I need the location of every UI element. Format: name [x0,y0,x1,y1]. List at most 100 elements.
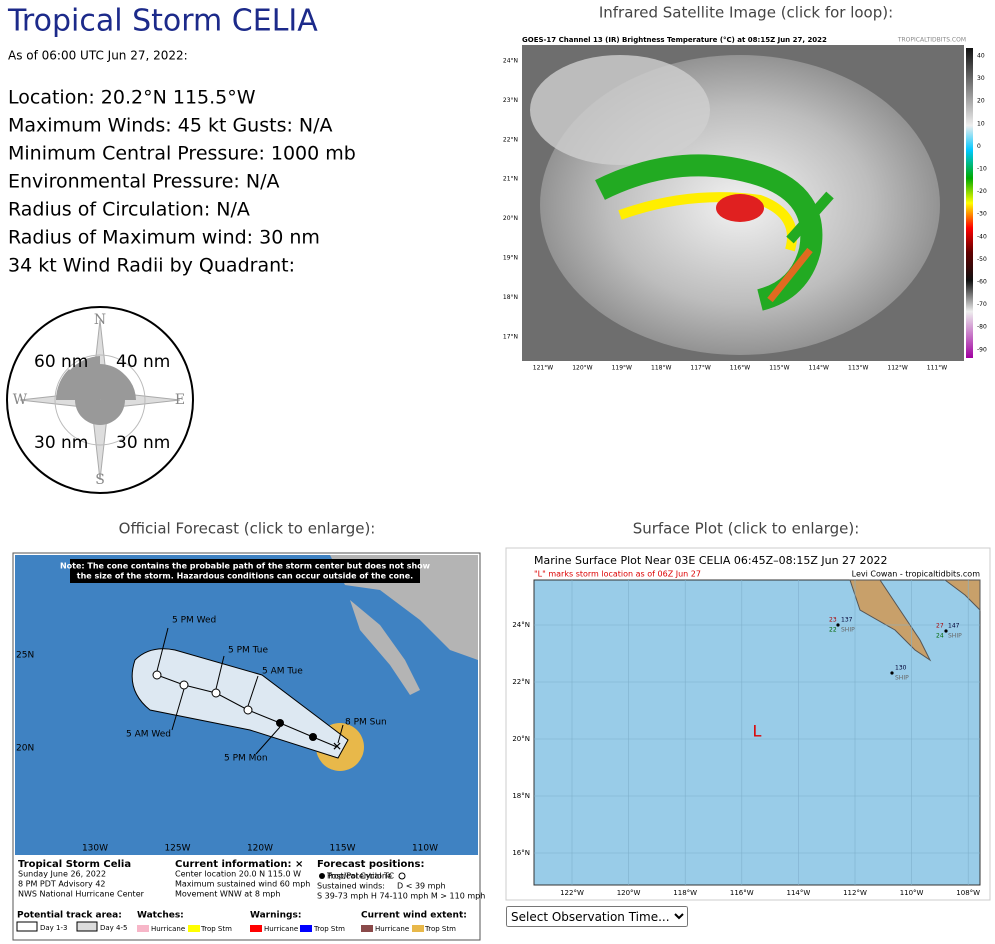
note-box [70,559,420,583]
lat-label: 17°N [503,333,518,340]
lat-label: 24°N [503,58,518,65]
compass-letter: W [13,392,28,408]
scale-label: 30 [977,75,985,82]
lat-label: 20N [16,744,34,754]
swatch [361,925,373,932]
land [350,600,420,695]
lon-label: 112°W [843,889,867,897]
legend-heading: Potential track area: [17,911,122,921]
ship-station [890,671,894,675]
swatch [250,925,262,932]
current-info: Movement WNW at 8 mph [175,890,280,899]
lat-label: 20°N [512,735,530,743]
legend-symbol [319,873,325,879]
lon-label: 130W [82,844,108,854]
lat-label: 20°N [503,215,518,222]
lat-label: 22°N [503,136,518,143]
lon-label: 108°W [956,889,980,897]
label-leader [156,627,169,672]
lon-label: 117°W [690,365,710,372]
ship-observation: 24 [936,633,944,640]
lon-label: 122°W [560,889,584,897]
image-title: GOES-17 Channel 13 (IR) Brightness Tempe… [522,36,827,44]
info-line: Radius of Circulation: N/A [8,199,250,221]
info-line: Environmental Pressure: N/A [8,171,279,193]
section-heading: Surface Plot (click to enlarge): [633,520,860,538]
position-info: S 39-73 mph H 74-110 mph M > 110 mph [317,892,485,901]
radius-sw: 30 nm [34,433,88,453]
label-leader [337,724,344,744]
label-leader [171,688,185,731]
lat-label: 19°N [503,255,518,262]
track-label: 5 AM Wed [126,730,171,740]
ship-station [836,623,840,627]
lat-label: 25N [16,651,34,661]
storm-info: NWS National Hurricane Center [18,890,145,899]
position-info: Forecast positions: [317,859,424,870]
lon-label: 110°W [900,889,924,897]
plot-subtitle: "L" marks storm location as of 06Z Jun 2… [534,570,701,579]
plot-title: Marine Surface Plot Near 03E CELIA 06:45… [534,554,888,567]
storm-info: Tropical Storm Celia [18,859,131,870]
as-of: As of 06:00 UTC Jun 27, 2022: [8,49,188,63]
legend-label: Hurricane [151,925,185,933]
lat-label: 18°N [512,792,530,800]
lat-label: 23°N [503,97,518,104]
track-point [179,680,189,690]
forecast-image[interactable] [12,552,481,941]
label-leader [247,675,259,707]
current-info: Current information: × [175,859,303,870]
observation-time-select[interactable]: Select Observation Time... [506,906,688,927]
scale-label: -60 [977,279,987,286]
legend-label: Trop Stm [200,925,232,933]
section-heading: Infrared Satellite Image (click for loop… [599,4,893,22]
land [849,579,932,662]
lon-label: 120°W [572,365,592,372]
swatch [16,921,38,932]
info-line: Maximum Winds: 45 kt Gusts: N/A [8,115,333,137]
scale-label: -40 [977,233,987,240]
scale-label: -90 [977,346,987,353]
legend-heading: Current wind extent: [361,911,467,921]
lat-label: 18°N [503,294,518,301]
convection-band [595,154,823,311]
satellite-image[interactable] [522,35,973,375]
compass-letter: E [175,392,185,408]
lat-label: 16°N [512,849,530,857]
ship-observation: 22 [829,627,837,634]
storm-marker: L [753,722,762,741]
track-point [243,705,253,715]
compass-inner [54,354,146,446]
swatch [137,925,149,932]
track-label: 5 PM Tue [228,646,268,656]
ship-observation: SHIP [895,675,909,682]
track-point [276,719,284,727]
position-info: Sustained winds: [317,882,385,891]
scale-label: -30 [977,211,987,218]
swatch [300,925,312,932]
label-leader [215,655,225,690]
scale-label: 40 [977,53,985,60]
ship-station [944,629,948,633]
track-label: 5 PM Mon [224,754,268,764]
lon-label: 112°W [887,365,907,372]
radius-se: 30 nm [116,433,170,453]
ship-observation: 137 [841,617,853,624]
track-point [211,688,221,698]
lon-label: 115W [329,844,355,854]
info-line: 34 kt Wind Radii by Quadrant: [8,255,295,277]
legend-symbol [398,872,406,880]
scale-label: 0 [977,143,981,150]
scale-label: -50 [977,256,987,263]
swatch [412,925,424,932]
scale-label: 20 [977,98,985,105]
lon-label: 110W [412,844,438,854]
convection-band [786,191,834,244]
lon-label: 116°W [730,365,750,372]
lon-label: 113°W [848,365,868,372]
wind-radii-shape [56,356,136,425]
surface-image[interactable] [505,547,991,901]
storm-info: Sunday June 26, 2022 [18,870,106,879]
track-label: 5 AM Tue [262,667,303,677]
convection-band [767,247,813,303]
